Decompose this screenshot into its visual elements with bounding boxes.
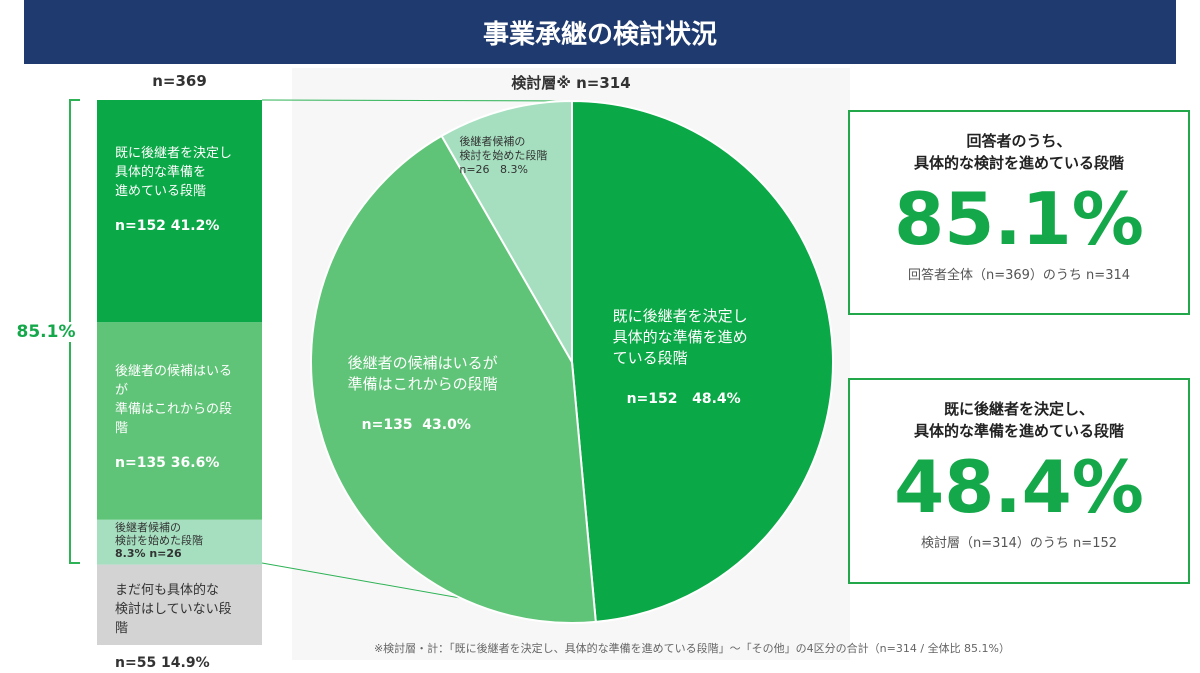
pie-label-box: 既に後継者を決定し 具体的な準備を進め ている段階 n=152 48.4% bbox=[613, 306, 803, 410]
segment-label: まだ何も具体的な 検討はしていない段階 bbox=[115, 582, 232, 636]
pie-slice bbox=[310, 134, 597, 624]
value-label: n=152 41.2% bbox=[115, 218, 220, 235]
bar-title: n=369 bbox=[152, 72, 207, 90]
pie-slice bbox=[440, 99, 573, 366]
pie-title: 検討層※ n=314 bbox=[511, 74, 631, 92]
segment-label-box: 後継者の候補はいるが 準備はこれからの段階 n=135 36.6% bbox=[97, 362, 262, 473]
pie-label: 後継者の候補はいるが 準備はこれからの段階 bbox=[347, 354, 498, 394]
pie-label-box: 後継者の候補はいるが 準備はこれからの段階 n=135 43.0% bbox=[348, 353, 538, 436]
value-label: n=55 14.9% bbox=[115, 654, 210, 671]
pie-label-box: 後継者候補の 検討を始めた段階 n=26 8.3% bbox=[459, 135, 579, 177]
value-label: n=135 36.6% bbox=[115, 454, 220, 471]
value-label: 8.3% n=26 bbox=[115, 546, 182, 560]
value-label: n=26 8.3% bbox=[459, 163, 528, 177]
footnote: ※検討層・計：「既に後継者を決定し、具体的な準備を進めている段階」～「その他」の… bbox=[373, 642, 1011, 655]
header: 事業承継の検討状況 bbox=[24, 0, 1176, 64]
pie-label: 既に後継者を決定し 具体的な準備を進め ている段階 bbox=[612, 306, 748, 367]
pie-slice bbox=[571, 99, 834, 623]
segment-label: 後継者候補の 検討を始めた段階 bbox=[115, 520, 203, 547]
callout-value: 48.4% bbox=[894, 445, 1144, 529]
callout-note: 回答者全体（n=369）のうち n=314 bbox=[907, 268, 1131, 283]
value-label: n=135 43.0% bbox=[361, 417, 471, 434]
segment-label-box: 既に後継者を決定し 具体的な準備を 進めている段階 n=152 41.2% bbox=[97, 144, 262, 236]
bar-segment bbox=[97, 100, 262, 323]
callout: 既に後継者を決定し、 具体的な準備を進めている段階 48.4% 検討層（n=31… bbox=[848, 378, 1190, 584]
bar-segment bbox=[97, 564, 262, 645]
callout: 回答者のうち、 具体的な検討を進めている段階 85.1% 回答者全体（n=369… bbox=[848, 110, 1190, 315]
callout-heading: 回答者のうち、 具体的な検討を進めている段階 bbox=[913, 132, 1124, 172]
segment-label-box: まだ何も具体的な 検討はしていない段階 n=55 14.9% bbox=[97, 581, 262, 673]
callout-heading: 既に後継者を決定し、 具体的な準備を進めている段階 bbox=[913, 400, 1124, 440]
segment-label-box: 後継者候補の 検討を始めた段階 8.3% n=26 bbox=[97, 521, 262, 560]
bar-segment bbox=[97, 519, 262, 565]
callout-note: 検討層（n=314）のうち n=152 bbox=[920, 536, 1118, 551]
callout-value: 85.1% bbox=[894, 177, 1144, 261]
bar-segment bbox=[97, 322, 262, 520]
segment-label: 既に後継者を決定し 具体的な準備を 進めている段階 bbox=[115, 146, 233, 200]
bracket-label: 85.1% bbox=[6, 322, 86, 342]
segment-label: 後継者の候補はいるが 準備はこれからの段階 bbox=[115, 363, 233, 436]
value-label: n=152 48.4% bbox=[626, 390, 741, 407]
connector bbox=[261, 99, 573, 102]
pie-label: 後継者候補の 検討を始めた段階 bbox=[459, 135, 548, 163]
